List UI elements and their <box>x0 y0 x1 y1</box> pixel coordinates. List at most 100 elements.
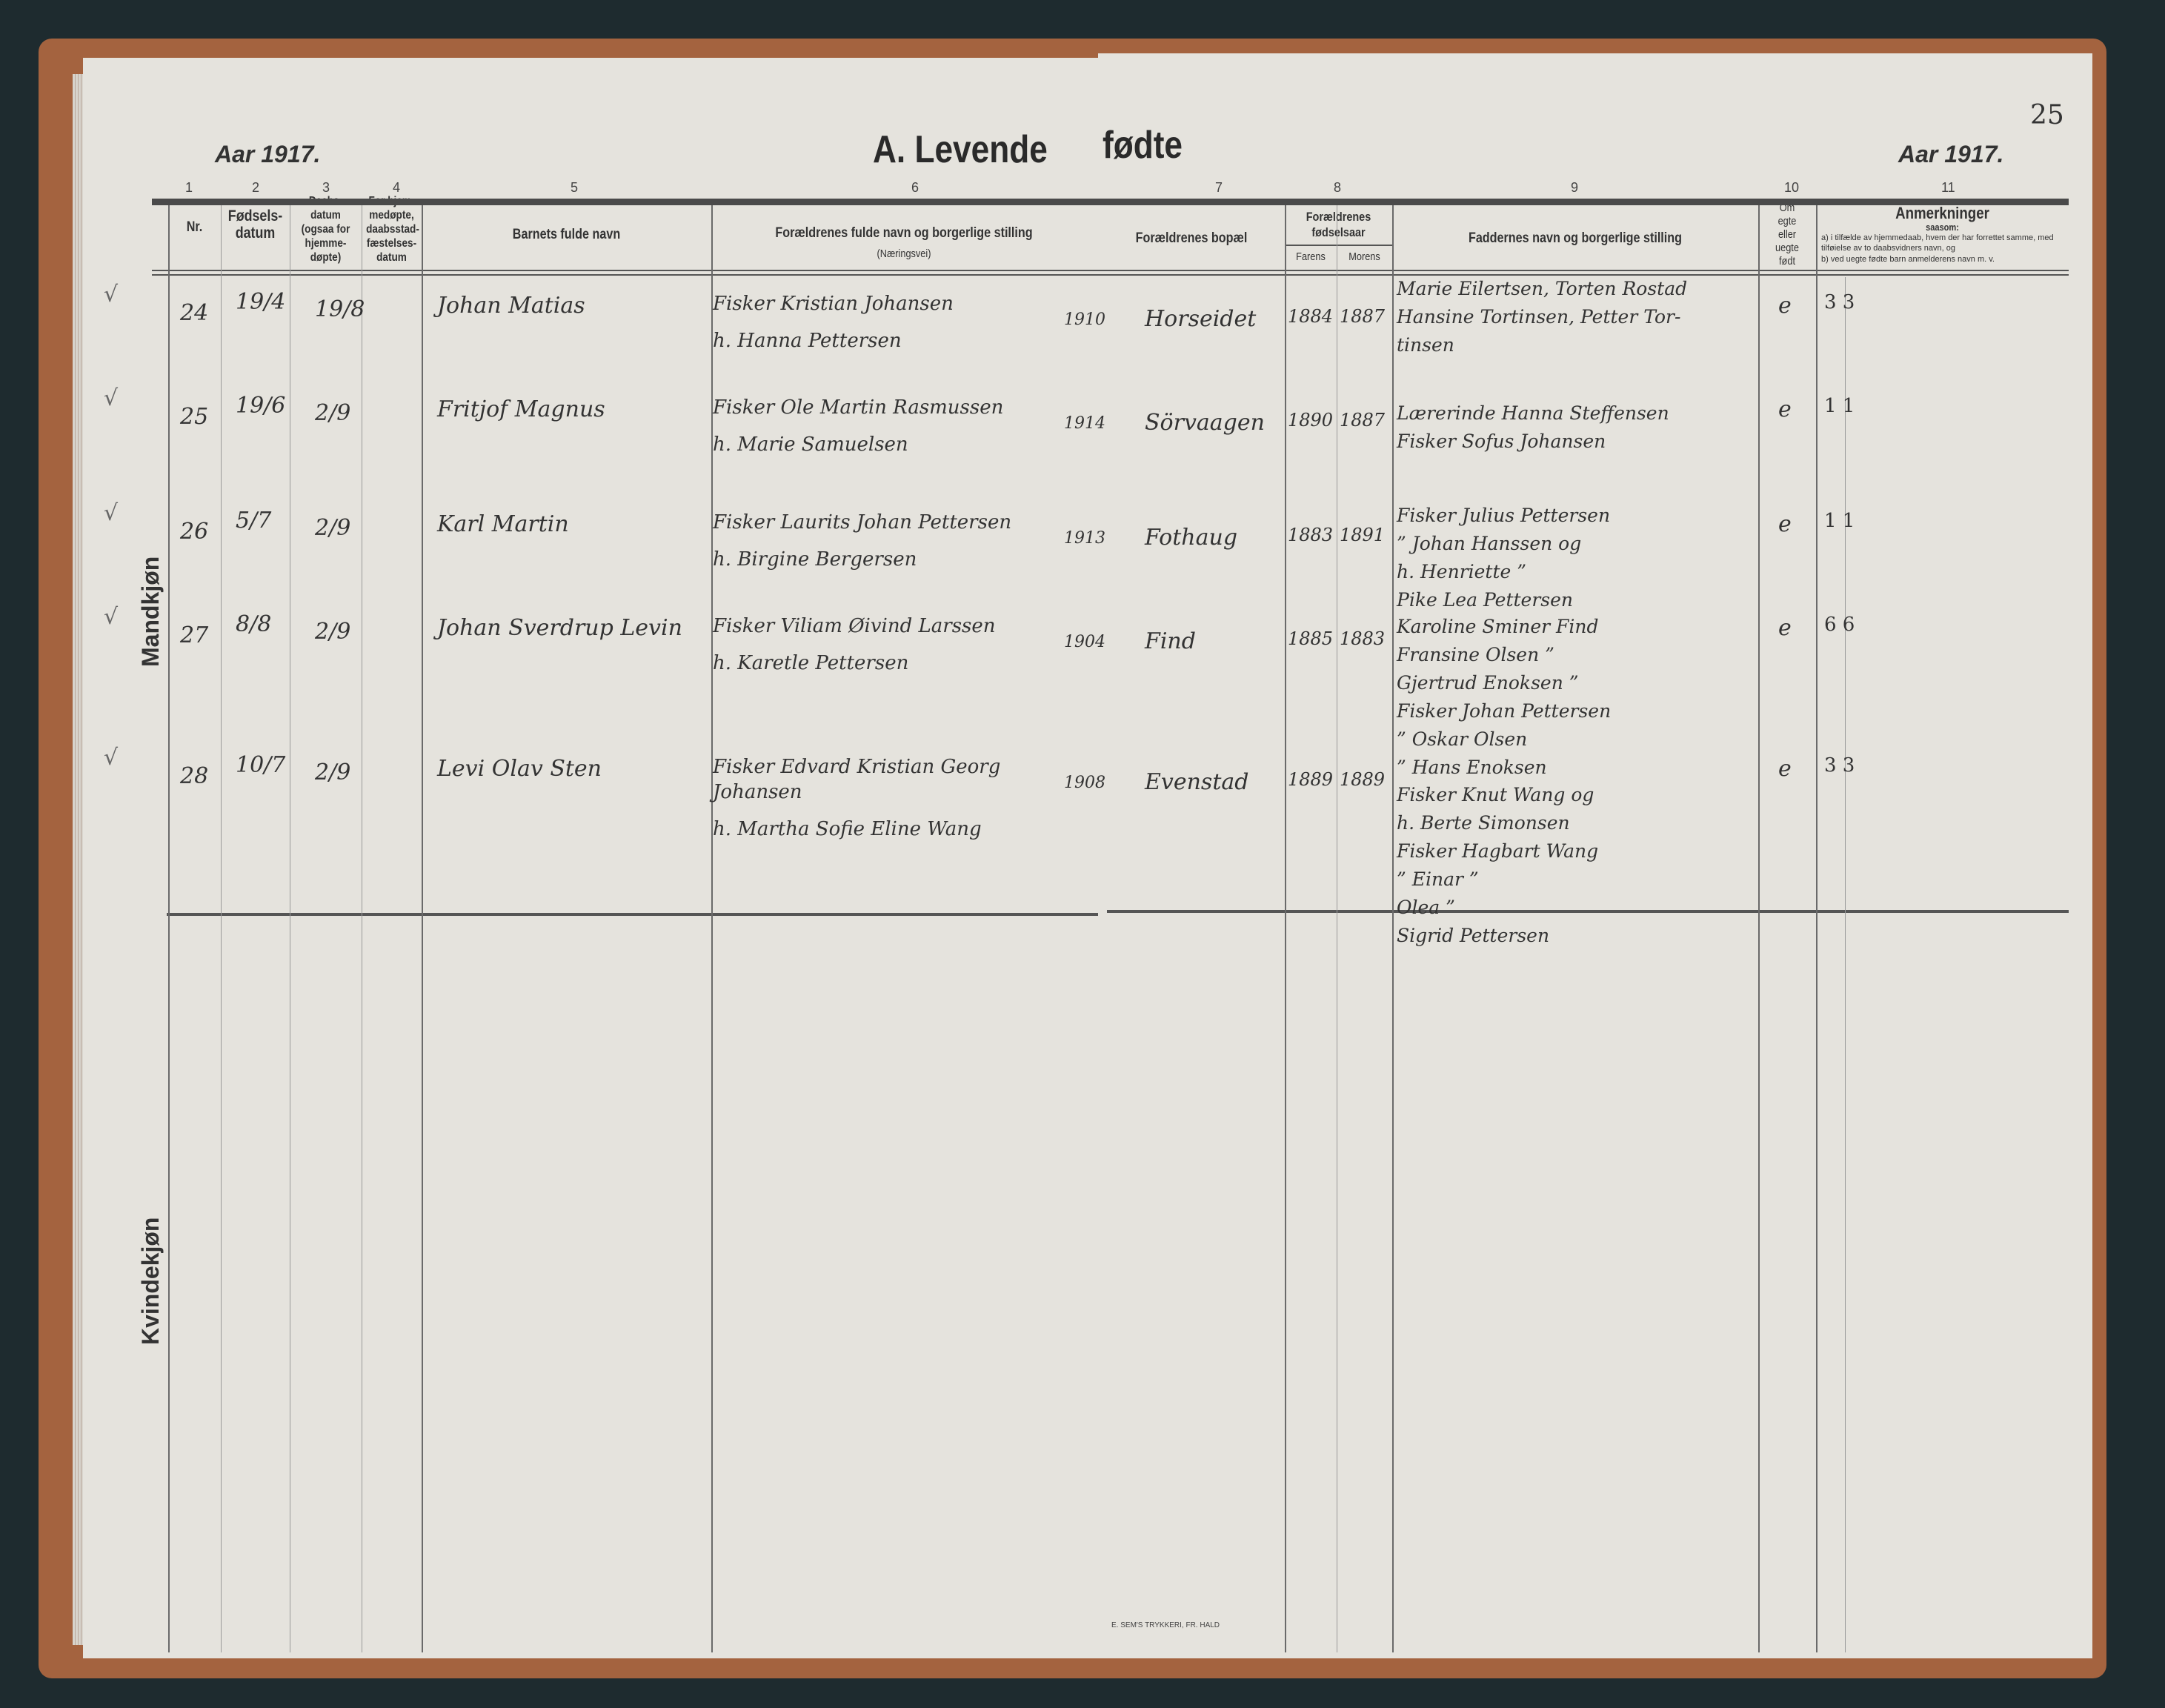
entry-marriage-year: 1914 <box>1064 414 1105 433</box>
entry-sponsor: ” Hans Enoksen <box>1397 757 1547 778</box>
entry-remarks: 1 1 <box>1824 510 1855 532</box>
check-mark: √ <box>104 282 119 308</box>
entry-mother-year: 1887 <box>1340 410 1386 431</box>
column-number: 10 <box>1784 180 1800 195</box>
male-section-end-left <box>167 913 1098 916</box>
entry-birth-date: 19/4 <box>236 289 286 315</box>
entry-sponsor: ” Einar ” <box>1397 868 1479 890</box>
column-number: 5 <box>571 180 579 195</box>
entry-child-name: Johan Sverdrup Levin <box>437 615 682 641</box>
header-bottom-rule-left-2 <box>152 274 1098 276</box>
entry-parent: h. Martha Sofie Eline Wang <box>713 818 982 840</box>
entry-nr: 27 <box>180 622 209 648</box>
entry-parent: h. Birgine Bergersen <box>713 548 917 571</box>
header-bottom-rule-right-2 <box>1098 274 2069 276</box>
left-page <box>83 58 1100 1658</box>
entry-baptism-date: 2/9 <box>315 400 351 426</box>
header-remarks-sub: saasom: <box>1926 222 1959 233</box>
header-rule-left <box>152 199 1098 205</box>
check-mark: √ <box>104 500 119 526</box>
entry-remarks: 1 1 <box>1824 395 1855 417</box>
header-bottom-rule-left <box>152 270 1098 271</box>
header-remarks: Anmerkninger <box>1895 204 1989 222</box>
entry-birth-date: 5/7 <box>236 508 272 534</box>
column-line <box>221 205 222 1652</box>
entry-sponsor: Lærerinde Hanna Steffensen <box>1397 402 1669 424</box>
section-title-left: A. Levende <box>873 128 1048 171</box>
entry-baptism-date: 2/9 <box>315 760 351 785</box>
header-child-name: Barnets fulde navn <box>512 227 621 242</box>
entry-remarks: 3 3 <box>1824 754 1855 777</box>
entry-father-year: 1890 <box>1288 410 1334 431</box>
column-number: 4 <box>393 180 401 195</box>
column-number: 6 <box>911 180 919 195</box>
entry-child-name: Johan Matias <box>437 293 585 319</box>
column-number: 2 <box>252 180 260 195</box>
entry-parents: Fisker Viliam Øivind Larssen h. Karetle P… <box>713 614 1061 688</box>
right-page <box>1098 53 2092 1658</box>
year-right: Aar 1917. <box>1898 141 2004 167</box>
column-line <box>1758 205 1760 1652</box>
entry-sponsor: tinsen <box>1397 334 1454 356</box>
header-sponsors: Faddernes navn og borgerlige stilling <box>1468 230 1683 246</box>
header-remarks-a: a) i tilfælde av hjemmedaab, hvem der ha… <box>1821 233 2054 253</box>
header-birth-years: Forældrenes fødselsaar <box>1306 210 1371 239</box>
header-residence: Forældrenes bopæl <box>1135 230 1248 246</box>
entry-sponsor: ” Johan Hanssen og <box>1397 533 1582 554</box>
entry-nr: 26 <box>180 519 209 545</box>
column-number: 8 <box>1334 180 1342 195</box>
entry-birth-date: 10/7 <box>236 752 286 778</box>
header-bottom-rule-right <box>1098 270 2069 271</box>
entry-marriage-year: 1913 <box>1064 529 1105 548</box>
entry-remarks: 3 3 <box>1824 291 1855 313</box>
check-mark: √ <box>104 745 119 771</box>
entry-sponsor: Karoline Sminer Find <box>1397 616 1599 637</box>
entry-sponsor: h. Berte Simonsen <box>1397 812 1570 834</box>
entry-legitimacy: e <box>1778 511 1792 537</box>
entry-sponsor: Sigrid Pettersen <box>1397 925 1550 946</box>
entry-child-name: Fritjof Magnus <box>437 396 605 422</box>
entry-father-year: 1889 <box>1288 769 1334 790</box>
section-title-right: fødte <box>1103 124 1183 167</box>
column-number: 3 <box>322 180 330 195</box>
header-nr: Nr. <box>186 219 203 235</box>
entry-sponsor: Pike Lea Pettersen <box>1397 589 1574 611</box>
entry-nr: 28 <box>180 763 209 789</box>
entry-sponsor: Fisker Johan Pettersen <box>1397 700 1612 722</box>
entry-legitimacy: e <box>1778 615 1792 641</box>
column-number: 7 <box>1215 180 1223 195</box>
entry-sponsor: Marie Eilertsen, Torten Rostad <box>1397 278 1688 299</box>
entry-parents: Fisker Ole Martin Rasmussen h. Marie Samu… <box>713 395 1061 469</box>
page-edges <box>73 74 84 1645</box>
entry-parent: Fisker Kristian Johansen <box>713 293 954 315</box>
entry-father-year: 1885 <box>1288 628 1334 649</box>
entry-parent: h. Hanna Pettersen <box>713 330 902 352</box>
entry-parent: h. Marie Samuelsen <box>713 433 908 456</box>
entry-sponsor: Fransine Olsen ” <box>1397 644 1554 665</box>
entry-sponsor: ” Oskar Olsen <box>1397 728 1528 750</box>
entry-mother-year: 1891 <box>1340 525 1386 545</box>
entry-legitimacy: e <box>1778 396 1792 422</box>
entry-parents: Fisker Kristian Johansen h. Hanna Petters… <box>713 291 1061 365</box>
entry-parents: Fisker Edvard Kristian Georg Johansen h. … <box>713 754 1061 854</box>
column-line <box>1392 205 1394 1652</box>
entry-father-year: 1883 <box>1288 525 1334 545</box>
entry-parent: Fisker Ole Martin Rasmussen <box>713 396 1004 419</box>
entry-mother-year: 1883 <box>1340 628 1386 649</box>
column-number: 9 <box>1571 180 1579 195</box>
column-number: 11 <box>1941 180 1955 195</box>
entry-father-year: 1884 <box>1288 306 1334 327</box>
entry-residence: Sörvaagen <box>1145 410 1265 436</box>
header-rule-right <box>1098 199 2069 205</box>
column-line <box>711 205 713 1652</box>
entry-baptism-date: 2/9 <box>315 619 351 645</box>
entry-remarks: 6 6 <box>1824 614 1855 636</box>
page-number: 25 <box>2030 100 2064 130</box>
entry-baptism-date: 2/9 <box>315 515 351 541</box>
male-section-end-right <box>1107 910 2069 913</box>
column-line <box>422 205 423 1652</box>
entry-marriage-year: 1908 <box>1064 774 1105 792</box>
entry-sponsor: h. Henriette ” <box>1397 561 1527 582</box>
entry-sponsor: Fisker Sofus Johansen <box>1397 431 1606 452</box>
year-left: Aar 1917. <box>215 141 321 167</box>
